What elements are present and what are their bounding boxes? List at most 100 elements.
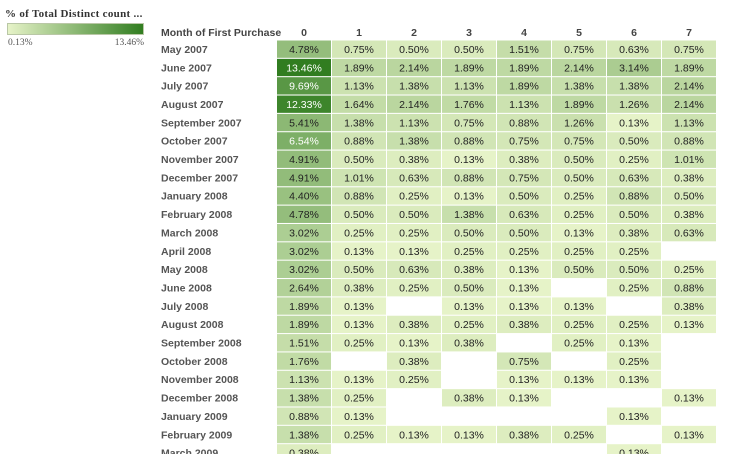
heatmap-cell bbox=[662, 224, 716, 242]
heatmap-cell bbox=[662, 315, 716, 334]
cell-label: 12.33% bbox=[286, 99, 322, 111]
cell-label: 0.13% bbox=[344, 246, 374, 258]
heatmap-cell bbox=[442, 77, 496, 95]
cell-label: 1.01% bbox=[674, 154, 704, 166]
heatmap-cell bbox=[607, 315, 661, 334]
row-label: February 2008 bbox=[161, 209, 232, 221]
cell-label: 1.89% bbox=[289, 319, 319, 331]
heatmap-cell bbox=[497, 58, 551, 77]
cell-label: 0.38% bbox=[509, 154, 539, 166]
cell-label: 0.25% bbox=[674, 264, 704, 276]
cell-label: 1.38% bbox=[619, 81, 649, 93]
heatmap-cell bbox=[332, 205, 386, 223]
heatmap-cell bbox=[662, 260, 716, 278]
cell-label: 0.88% bbox=[454, 136, 484, 148]
legend-max-label: 13.46% bbox=[114, 38, 144, 48]
heatmap-cell bbox=[497, 132, 551, 150]
cell-label: 0.38% bbox=[399, 356, 429, 368]
cell-label: 0.13% bbox=[674, 319, 704, 331]
column-header-7: 7 bbox=[686, 27, 692, 39]
heatmap-cell bbox=[552, 370, 606, 389]
heatmap-cell bbox=[497, 95, 551, 113]
cell-label: 2.14% bbox=[674, 99, 704, 111]
cell-label: 3.02% bbox=[289, 227, 319, 239]
row-label: October 2007 bbox=[161, 136, 228, 148]
cell-label: 0.13% bbox=[454, 301, 484, 313]
heatmap-cell bbox=[662, 279, 716, 297]
heatmap-cell bbox=[607, 352, 661, 370]
cell-label: 0.75% bbox=[674, 44, 704, 56]
heatmap-cell bbox=[387, 279, 441, 297]
heatmap-cell bbox=[277, 150, 331, 168]
row-label: July 2008 bbox=[161, 301, 208, 313]
cell-label: 0.88% bbox=[344, 191, 374, 203]
cell-label: 4.78% bbox=[289, 209, 319, 221]
heatmap-cell bbox=[662, 77, 716, 95]
cell-label: 0.25% bbox=[619, 319, 649, 331]
heatmap-cell bbox=[332, 260, 386, 278]
heatmap-cell bbox=[277, 132, 331, 150]
heatmap-cell bbox=[552, 242, 606, 260]
cell-label: 0.25% bbox=[454, 246, 484, 258]
row-label: March 2008 bbox=[161, 227, 218, 239]
heatmap-cell bbox=[497, 113, 551, 132]
cell-label: 0.75% bbox=[564, 44, 594, 56]
cell-label: 2.64% bbox=[289, 282, 319, 294]
cell-label: 0.13% bbox=[509, 282, 539, 294]
heatmap-cell bbox=[442, 389, 496, 407]
cell-label: 0.38% bbox=[399, 154, 429, 166]
column-header-4: 4 bbox=[521, 27, 527, 39]
cell-label: 1.51% bbox=[289, 338, 319, 350]
heatmap-cell bbox=[387, 425, 441, 444]
heatmap-cell bbox=[552, 58, 606, 77]
heatmap-cell bbox=[607, 205, 661, 223]
cell-label: 0.38% bbox=[289, 448, 319, 454]
heatmap-cell bbox=[552, 297, 606, 315]
heatmap-cell bbox=[387, 95, 441, 113]
heatmap-cell bbox=[387, 224, 441, 242]
heatmap-cell bbox=[277, 58, 331, 77]
cell-label: 0.75% bbox=[509, 172, 539, 184]
heatmap-cell bbox=[332, 279, 386, 297]
heatmap-cell bbox=[497, 260, 551, 278]
heatmap-cell bbox=[607, 407, 661, 425]
cell-label: 0.13% bbox=[619, 374, 649, 386]
cell-label: 0.13% bbox=[564, 374, 594, 386]
heatmap-cell bbox=[662, 297, 716, 315]
cell-label: 0.88% bbox=[674, 282, 704, 294]
cell-label: 0.63% bbox=[674, 227, 704, 239]
cell-label: 0.13% bbox=[344, 374, 374, 386]
heatmap-cell bbox=[387, 315, 441, 334]
row-label: December 2008 bbox=[161, 393, 238, 405]
heatmap-cell bbox=[497, 425, 551, 444]
heatmap-cell bbox=[607, 334, 661, 352]
cell-label: 0.63% bbox=[619, 172, 649, 184]
cell-label: 0.75% bbox=[509, 136, 539, 148]
heatmap-cell bbox=[552, 40, 606, 58]
heatmap-cell bbox=[497, 187, 551, 205]
cell-label: 0.13% bbox=[564, 301, 594, 313]
cell-label: 0.50% bbox=[454, 282, 484, 294]
cell-label: 0.13% bbox=[564, 227, 594, 239]
column-header-1: 1 bbox=[356, 27, 362, 39]
cell-label: 0.50% bbox=[344, 209, 374, 221]
heatmap-cell bbox=[277, 77, 331, 95]
heatmap-cell bbox=[662, 205, 716, 223]
cell-label: 1.89% bbox=[344, 62, 374, 74]
cell-label: 0.38% bbox=[509, 429, 539, 441]
heatmap-cell bbox=[497, 40, 551, 58]
heatmap-cell bbox=[552, 260, 606, 278]
cell-label: 0.13% bbox=[619, 448, 649, 454]
heatmap-cell bbox=[277, 40, 331, 58]
heatmap-cell bbox=[332, 370, 386, 389]
heatmap-cell bbox=[552, 95, 606, 113]
column-header-6: 6 bbox=[631, 27, 637, 39]
heatmap-cell bbox=[607, 77, 661, 95]
heatmap-cell bbox=[607, 242, 661, 260]
heatmap-cell bbox=[277, 444, 331, 454]
heatmap-cell bbox=[442, 334, 496, 352]
heatmap-cell bbox=[662, 58, 716, 77]
cell-label: 0.25% bbox=[344, 338, 374, 350]
row-header-label: Month of First Purchase bbox=[161, 27, 281, 39]
heatmap-cell bbox=[662, 132, 716, 150]
